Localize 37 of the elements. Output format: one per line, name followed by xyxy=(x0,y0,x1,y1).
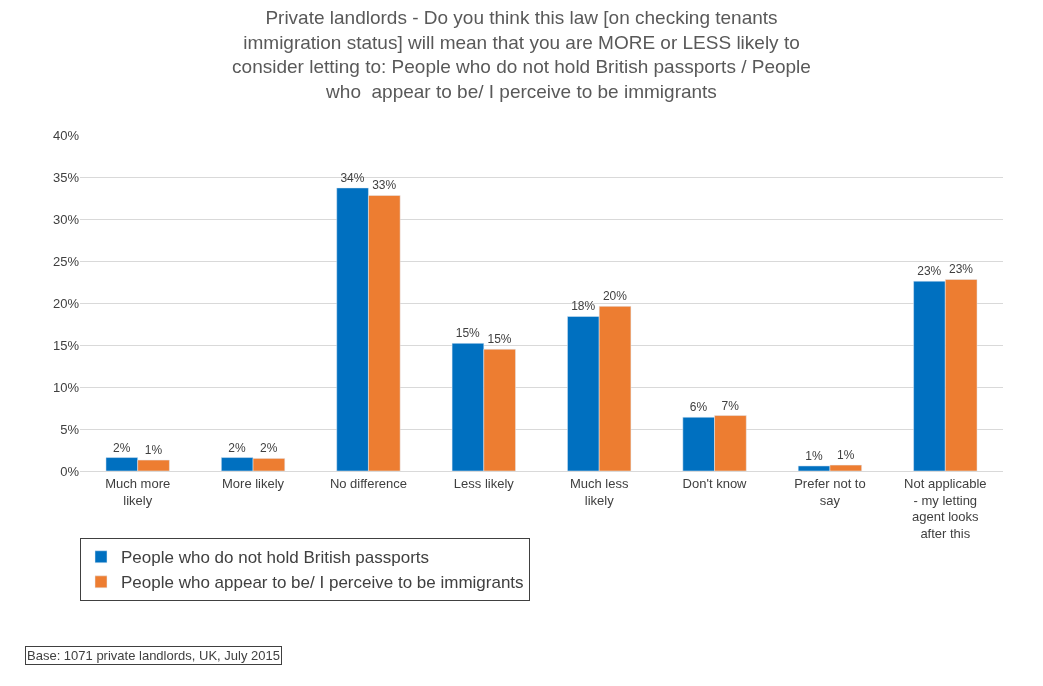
y-tick-label: 20% xyxy=(52,295,80,311)
y-tick-label: 25% xyxy=(52,253,80,269)
x-tick-label: Not applicable - my letting agent looks after this xyxy=(904,475,987,542)
data-label: 1% xyxy=(836,448,855,463)
y-tick-label: 30% xyxy=(52,211,80,227)
data-label: 20% xyxy=(602,289,628,304)
x-tick-label: Less likely xyxy=(453,475,515,491)
data-label: 15% xyxy=(455,326,481,341)
data-label: 2% xyxy=(260,441,278,456)
y-tick-label: 0% xyxy=(60,463,80,479)
y-tick-label: 15% xyxy=(52,337,80,353)
data-label: 34% xyxy=(340,170,365,185)
data-label: 23% xyxy=(949,262,974,277)
legend-label: People who do not hold British passports xyxy=(121,548,430,568)
text: Base: 1071 private landlords, UK, July 2015 xyxy=(27,648,280,663)
x-tick-label: Prefer not to say xyxy=(794,475,866,508)
legend-label: People who appear to be/ I perceive to be immigrants xyxy=(121,573,524,593)
data-label: 33% xyxy=(372,178,397,193)
data-label: 18% xyxy=(571,299,596,314)
data-label: 6% xyxy=(689,400,708,415)
x-tick-label: Much less likely xyxy=(569,475,629,508)
data-label: 7% xyxy=(721,398,740,413)
data-label: 2% xyxy=(112,440,131,455)
data-label: 1% xyxy=(144,443,163,458)
data-label: 23% xyxy=(917,264,942,279)
x-tick-label: More likely xyxy=(222,475,285,491)
x-tick-label: No difference xyxy=(329,475,407,491)
x-tick-label: Don't know xyxy=(682,475,748,491)
y-tick-label: 35% xyxy=(52,169,80,185)
y-tick-label: 40% xyxy=(52,127,80,143)
data-label: 1% xyxy=(805,448,823,463)
y-tick-label: 5% xyxy=(60,421,80,437)
chart-title: Private landlords - Do you think this law [on checking tenants immigration status] will mean that you are MORE or LESS likely to consider letting to: People who do not hold British passports / People who appear to be/ I perceive to be immigrants xyxy=(232,7,811,103)
x-tick-label: Much more likely xyxy=(105,475,171,508)
y-tick-label: 10% xyxy=(52,379,80,395)
data-label: 15% xyxy=(487,332,512,347)
data-label: 2% xyxy=(228,440,247,455)
